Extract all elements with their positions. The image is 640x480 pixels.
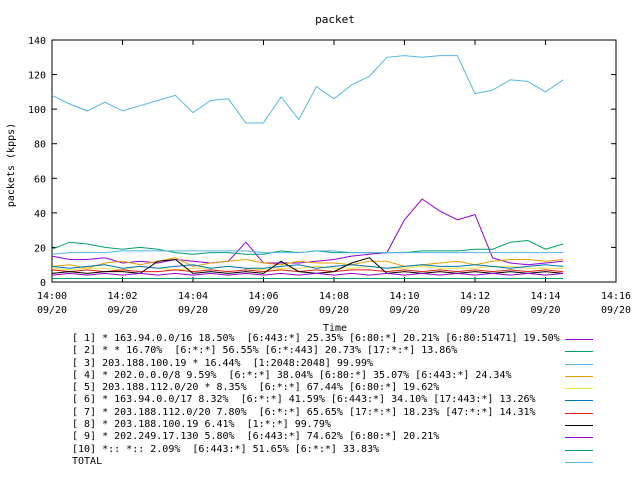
legend-entry: [ 2] * * 16.70% [6:*:*] 56.55% [6:*:443]… [72,345,632,357]
legend-swatch [565,437,593,439]
x-tick-label-date: 09/20 [460,305,490,316]
legend-label: [ 2] * * 16.70% [6:*:*] 56.55% [6:*:443]… [72,345,458,357]
plot-area: 0 20 40 60 80 100 120 140 14:00 09/20 14:02 09/20 14… [28,36,631,316]
legend-entry: [ 8] * 203.188.100.19 6.41% [1:*:*] 99.7… [72,419,632,431]
legend-swatch [565,425,593,427]
x-tick-label-time: 14:10 [389,291,419,302]
plot-border [51,39,617,283]
y-tick-label: 100 [28,105,46,116]
legend-label: [ 4] * 202.0.0.0/8 9.59% [6:*:*] 38.04% … [72,369,512,381]
legend-label: TOTAL [72,455,103,467]
legend-label: [ 9] * 202.249.17.130 5.80% [6:443:*] 74… [72,431,440,443]
x-tick-label-time: 14:12 [460,291,490,302]
y-tick-label: 60 [34,174,46,185]
y-axis-label: packets (kpps) [6,123,17,207]
legend-label: [ 1] * 163.94.0.0/16 18.50% [6:443:*] 25… [72,333,560,344]
y-tick-label: 0 [40,278,46,289]
legend-label: [ 5] 203.188.112.0/20 * 8.35% [6:*:*] 67… [72,382,440,394]
legend-entry: [ 3] 203.188.100.19 * 16.44% [1:2048:204… [72,358,632,370]
legend-label: [ 3] 203.188.100.19 * 16.44% [1:2048:204… [72,357,374,369]
x-axis-label: Time [323,323,347,334]
legend-entry: TOTAL [72,456,632,468]
x-tick-label-time: 14:04 [178,291,208,302]
legend-entry: [ 4] * 202.0.0.0/8 9.59% [6:*:*] 38.04% … [72,370,632,382]
legend: [ 1] * 163.94.0.0/16 18.50% [6:443:*] 25… [72,333,632,468]
series-line-6 [51,264,564,269]
legend-entry: [ 6] * 163.94.0.0/17 8.32% [6:*:*] 41.59… [72,394,632,406]
y-tick-label: 120 [28,71,46,82]
legend-entry: [ 1] * 163.94.0.0/16 18.50% [6:443:*] 25… [72,333,632,345]
legend-swatch [565,412,593,414]
series-line-3 [51,250,564,255]
legend-swatch [565,388,593,390]
legend-swatch [565,449,593,451]
x-tick-label-time: 14:16 [601,291,631,302]
legend-label: [ 8] * 203.188.100.19 6.41% [1:*:*] 99.7… [72,419,331,431]
packet-chart: packet packets (kpps) Time 0 20 40 60 80 100 1… [6,13,631,334]
series-line-8 [51,257,564,274]
y-tick-label: 40 [34,209,46,220]
x-tick-label-date: 09/20 [389,305,419,316]
legend-entry: [ 5] 203.188.112.0/20 * 8.35% [6:*:*] 67… [72,382,632,394]
x-tick-label-time: 14:14 [530,291,560,302]
series-line-4 [51,257,564,269]
legend-entry: [10] *:: *:: 2.09% [6:443:*] 51.65% [6:*… [72,444,632,456]
y-tick-label: 20 [34,243,46,254]
y-tick-label: 140 [28,36,46,47]
x-tick-label-date: 09/20 [319,305,349,316]
legend-swatch [565,461,593,463]
x-tick-label-time: 14:06 [248,291,278,302]
series-line-11 [51,55,564,124]
series-line-9 [51,272,564,276]
legend-swatch [565,400,593,402]
x-tick-label-time: 14:08 [319,291,349,302]
series-line-7 [51,269,564,273]
x-tick-label-date: 09/20 [530,305,560,316]
x-tick-label-date: 09/20 [37,305,67,316]
legend-label: [ 6] * 163.94.0.0/17 8.32% [6:*:*] 41.59… [72,394,536,406]
legend-swatch [565,375,593,377]
x-tick-label-date: 09/20 [178,305,208,316]
x-tick-label-date: 09/20 [601,305,631,316]
x-tick-label-date: 09/20 [248,305,278,316]
legend-swatch [565,351,593,353]
legend-swatch [565,363,593,365]
x-tick-label-time: 14:02 [107,291,137,302]
x-tick-label-date: 09/20 [107,305,137,316]
legend-label: [10] *:: *:: 2.09% [6:443:*] 51.65% [6:*… [72,443,380,455]
series-line-1 [51,198,564,266]
y-tick-label: 80 [34,140,46,151]
legend-entry: [ 9] * 202.249.17.130 5.80% [6:443:*] 74… [72,431,632,443]
legend-label: [ 7] * 203.188.112.0/20 7.80% [6:*:*] 65… [72,406,536,418]
chart-title: packet [315,13,355,26]
legend-swatch [565,339,593,340]
legend-entry: [ 7] * 203.188.112.0/20 7.80% [6:*:*] 65… [72,407,632,419]
x-tick-label-time: 14:00 [37,291,67,302]
